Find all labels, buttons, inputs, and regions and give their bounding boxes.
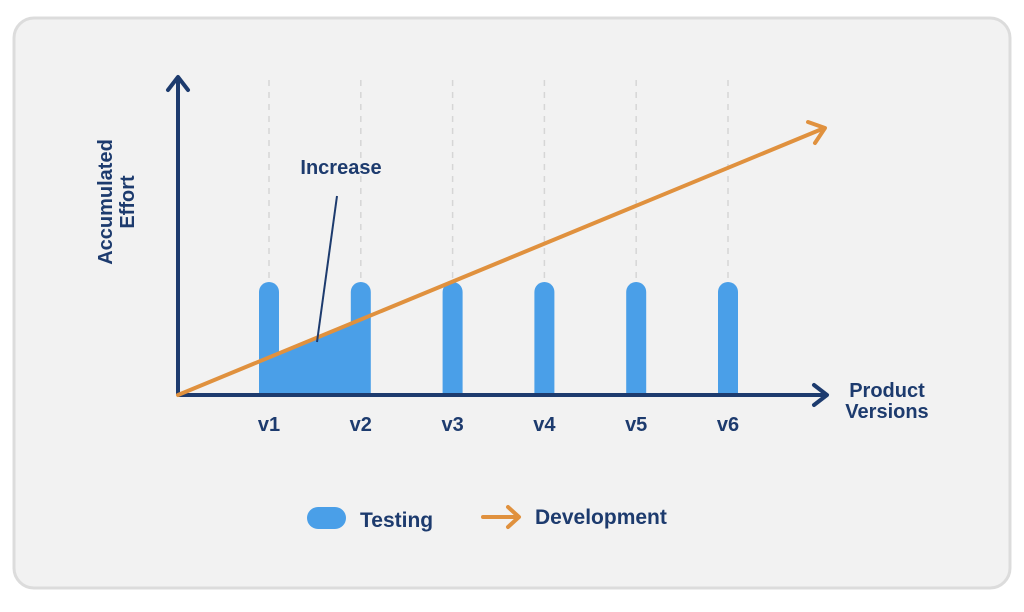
testing-bar [534, 282, 555, 395]
legend-label: Testing [360, 509, 433, 532]
y-axis-arrow [166, 75, 190, 92]
version-label: v6 [717, 414, 739, 436]
version-label: v3 [441, 414, 463, 436]
version-label: v1 [258, 414, 280, 436]
legend-swatch [307, 507, 346, 529]
x-axis-label: Versions [845, 401, 928, 423]
legend-label: Development [535, 506, 667, 529]
development-line [176, 127, 824, 397]
x-axis-label: Product [849, 380, 925, 402]
development-arrow [806, 120, 827, 145]
increase-area [260, 316, 370, 395]
y-axis-label-line: Effort [117, 175, 139, 229]
version-label: v5 [625, 414, 647, 436]
guide-lines [268, 80, 729, 283]
version-label: v4 [533, 414, 556, 436]
x-axis-arrow [812, 383, 829, 407]
testing-bar [718, 282, 738, 395]
card [12, 16, 1012, 590]
annotation: Increase [300, 157, 381, 179]
legend-swatch [506, 505, 521, 529]
testing-bar [442, 282, 463, 395]
annotation-pointer [316, 195, 338, 343]
version-labels: v1 v2 v3 v4 v5 v6 [258, 414, 739, 436]
version-label: v2 [350, 414, 372, 436]
y-axis-label: Accumulated Effort [95, 139, 139, 265]
testing-bar [626, 282, 647, 395]
y-axis-label-line: Accumulated [95, 139, 117, 265]
